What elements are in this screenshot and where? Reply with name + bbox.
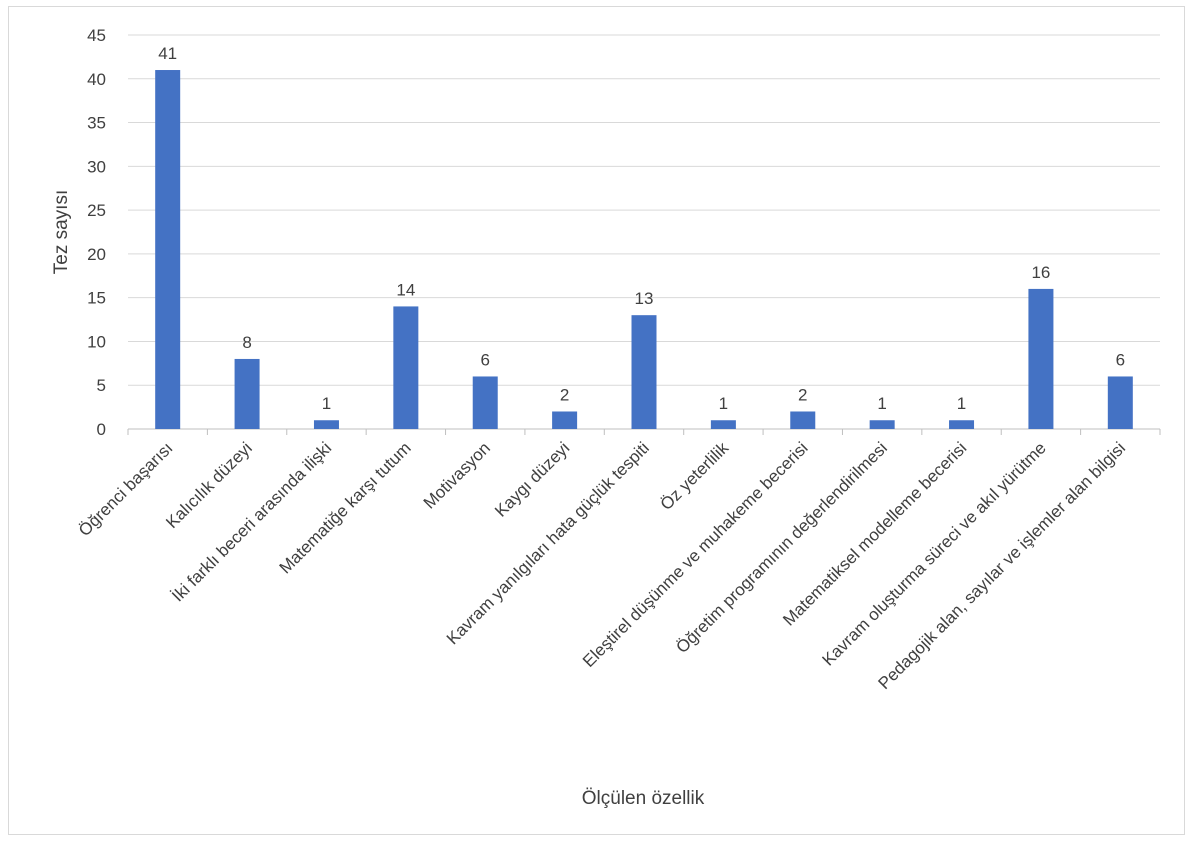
bar (790, 411, 816, 429)
x-tick-label: Öz yeterlilik (657, 438, 733, 514)
data-label: 13 (635, 289, 654, 308)
y-tick-label: 25 (87, 201, 106, 220)
bar (869, 420, 895, 429)
y-tick-label: 0 (97, 420, 106, 439)
y-tick-label: 15 (87, 289, 106, 308)
data-labels: 41 8 1 14 6 2 13 1 2 1 1 16 6 (158, 44, 1125, 413)
y-tick-labels: 0 5 10 15 20 25 30 35 40 45 (87, 26, 106, 439)
x-tick-label: Motivasyon (420, 438, 494, 512)
y-tick-label: 5 (97, 376, 106, 395)
data-label: 16 (1031, 263, 1050, 282)
bar (472, 376, 498, 429)
bar (552, 411, 578, 429)
data-label: 6 (480, 350, 489, 369)
x-tick-label: Kaygı düzeyi (491, 438, 573, 520)
data-label: 2 (560, 385, 569, 404)
y-axis-title: Tez sayısı (51, 190, 72, 274)
data-label: 8 (242, 333, 251, 352)
y-tick-label: 45 (87, 26, 106, 45)
y-tick-label: 20 (87, 245, 106, 264)
x-tick-label: İki farklı beceri arasında ilişki (168, 438, 335, 605)
data-label: 1 (957, 394, 966, 413)
data-label: 1 (322, 394, 331, 413)
bar (155, 70, 181, 430)
bar (313, 420, 339, 429)
data-label: 14 (396, 280, 415, 299)
bar (1107, 376, 1133, 429)
bar (234, 358, 260, 429)
bar (393, 306, 419, 429)
data-label: 2 (798, 385, 807, 404)
chart-frame (8, 6, 1185, 835)
y-tick-label: 30 (87, 157, 106, 176)
y-tick-label: 10 (87, 332, 106, 351)
x-tick-label: Matematiğe karşı tutum (276, 438, 415, 577)
bar (949, 420, 975, 429)
bars (155, 70, 1133, 430)
y-tick-label: 35 (87, 114, 106, 133)
x-axis (127, 428, 1161, 435)
data-label: 1 (877, 394, 886, 413)
gridlines (128, 34, 1160, 386)
bar (710, 420, 736, 429)
x-tick-label: Öğrenci başarısı (75, 438, 177, 540)
data-label: 6 (1116, 350, 1125, 369)
bar (631, 315, 657, 429)
x-axis-title: Ölçülen özellik (582, 788, 705, 809)
data-label: 1 (719, 394, 728, 413)
data-label: 41 (158, 44, 177, 63)
bar (1028, 288, 1054, 429)
y-tick-label: 40 (87, 70, 106, 89)
